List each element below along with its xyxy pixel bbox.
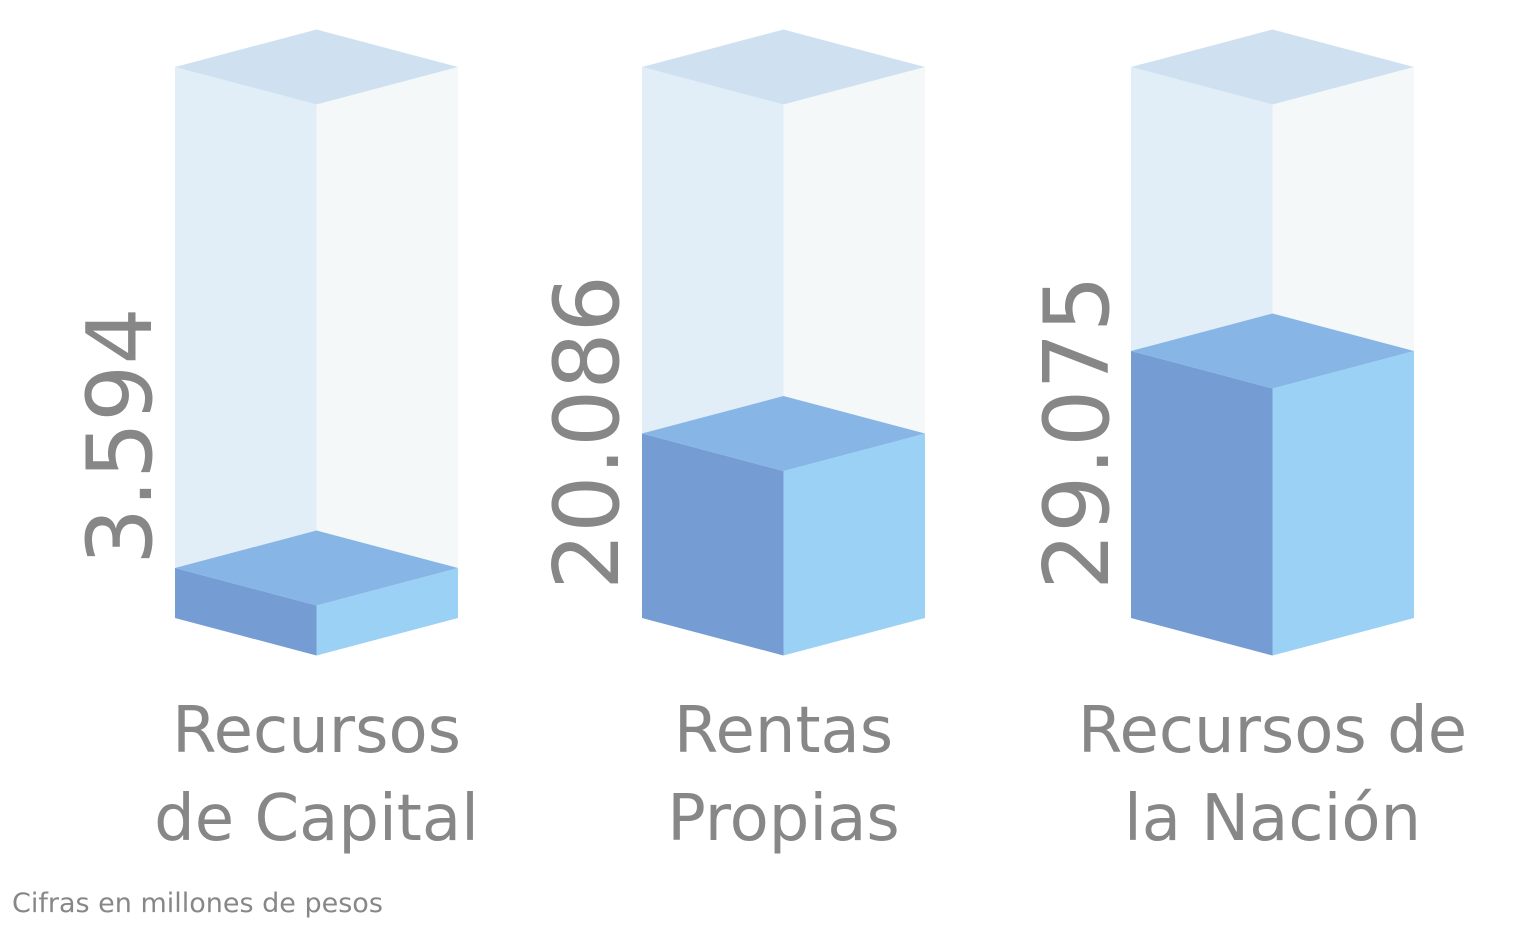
bar-top-face: [642, 396, 925, 472]
category-label: Propias: [667, 782, 900, 856]
category-label: Recursos de: [1078, 694, 1467, 768]
column-container-top-face: [642, 29, 925, 105]
value-label: 29.075: [1025, 275, 1130, 590]
bar-top-face: [1131, 313, 1414, 389]
bar-left-face: [1131, 350, 1273, 656]
bar-right-face: [316, 568, 458, 656]
units-note: Cifras en millones de pesos: [12, 888, 383, 919]
column-container-top-face: [175, 29, 458, 105]
labels-group: 3.594 Recursos de Capital 20.086 Rentas Propi…: [68, 275, 1467, 856]
value-label: 3.594: [68, 307, 173, 565]
bar-left-face: [175, 568, 317, 656]
bar-left-face: [642, 433, 784, 656]
value-label: 20.086: [535, 275, 640, 590]
bar-right-face: [1272, 350, 1414, 656]
column-container-1: [175, 29, 458, 656]
category-label: la Nación: [1124, 782, 1421, 856]
column-container-top-face: [1131, 29, 1414, 105]
columns-group: [175, 29, 1414, 656]
column-container-right-face: [316, 67, 458, 656]
category-label: de Capital: [154, 782, 479, 856]
bar-2: [642, 396, 925, 656]
bar-right-face: [783, 433, 925, 656]
column-container-left-face: [175, 67, 317, 656]
bar-1: [175, 530, 458, 656]
category-label: Rentas: [674, 694, 893, 768]
category-label: Recursos: [172, 694, 461, 768]
bar-3: [1131, 313, 1414, 656]
bar-top-face: [175, 530, 458, 606]
